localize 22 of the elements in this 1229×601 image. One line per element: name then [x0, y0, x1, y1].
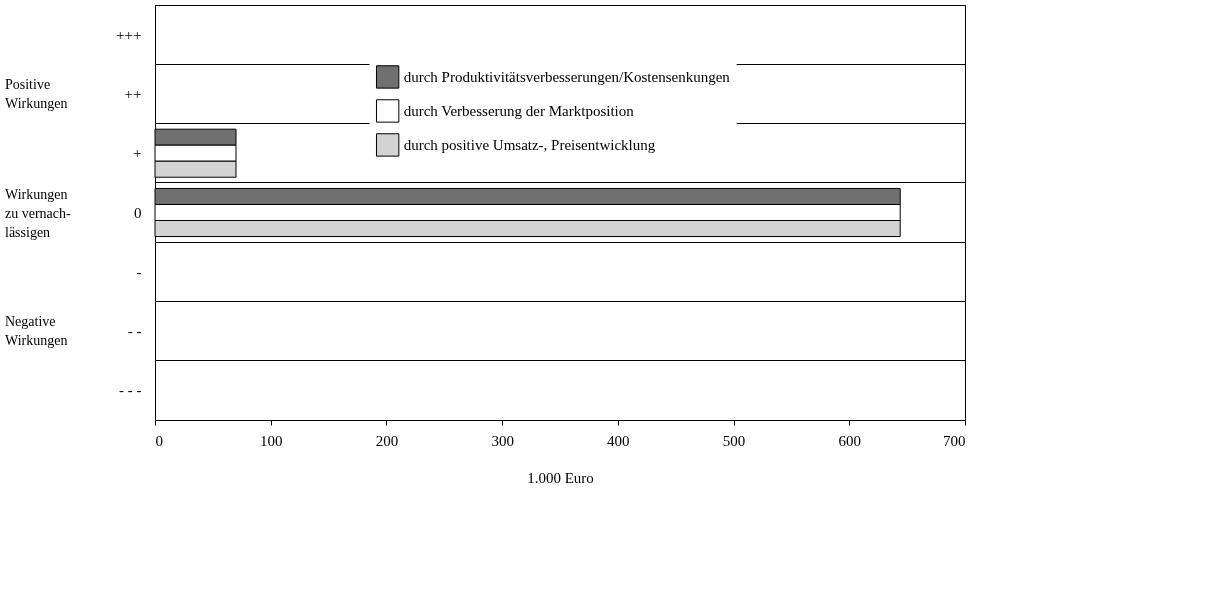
x-tick-label: 600: [838, 432, 862, 449]
y-tick-label: 0: [134, 204, 142, 221]
x-tick-label: 400: [607, 432, 630, 449]
y-tick-label: +++: [116, 26, 142, 43]
legend-label: durch positive Umsatz-, Preisentwicklung: [403, 136, 656, 153]
y-tick-label: -: [136, 263, 142, 280]
x-tick-label: 200: [375, 432, 399, 449]
y-tick-label: - -: [127, 323, 142, 340]
x-tick-label: 100: [259, 432, 283, 449]
text: Positive Wirkungen: [5, 76, 68, 111]
y-tick-label: +: [133, 145, 142, 162]
x-tick-label: 700: [943, 432, 966, 449]
y-tick-label: ++: [124, 85, 142, 102]
legend-label: durch Produktivitätsverbesserungen/Kostensenkungen: [403, 68, 731, 85]
x-tick-label: 0: [155, 432, 163, 449]
text: Wirkungen zu vernach- lässigen: [5, 186, 72, 240]
x-tick-label: 500: [722, 432, 746, 449]
text: Negative Wirkungen: [5, 314, 68, 349]
x-tick-label: 300: [491, 432, 514, 449]
y-tick-label: - - -: [119, 382, 142, 399]
legend-label: durch Verbesserung der Marktposition: [403, 102, 635, 119]
x-axis-title: 1.000 Euro: [527, 469, 594, 486]
